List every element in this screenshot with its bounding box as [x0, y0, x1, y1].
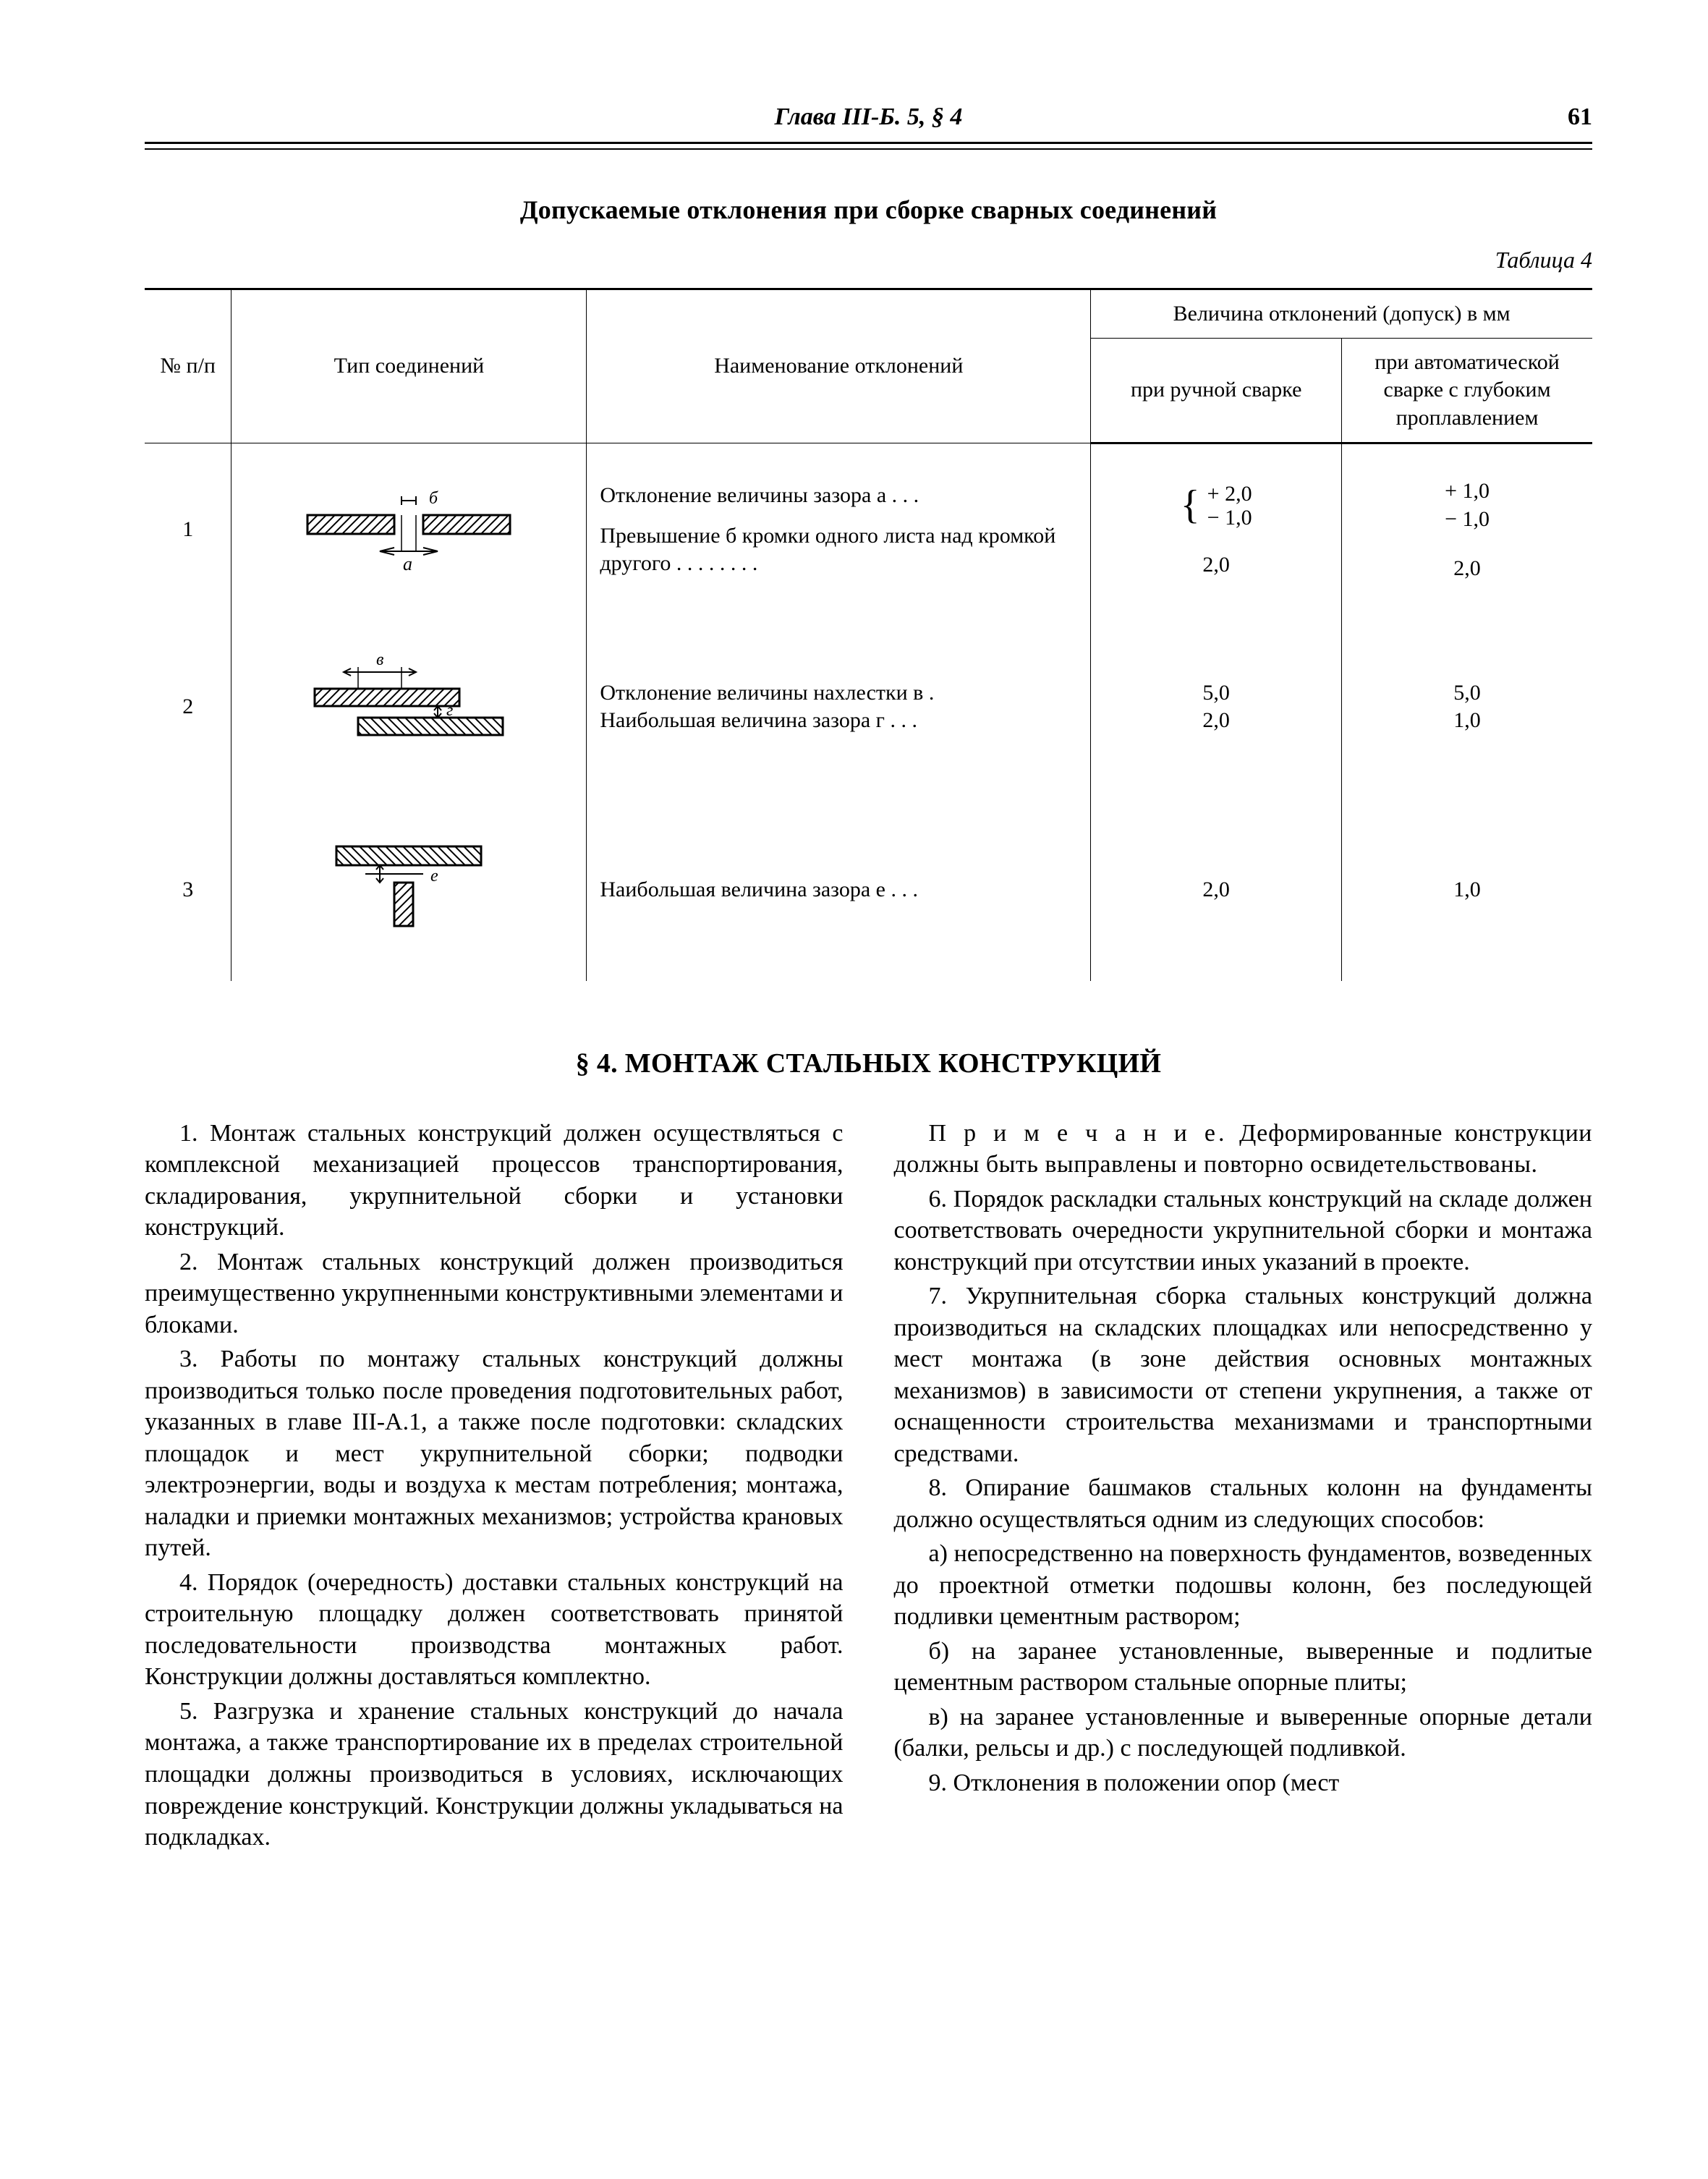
body-para: 4. Порядок (очередность) доставки стальн… [145, 1567, 844, 1693]
val: + 1,0 [1445, 477, 1490, 505]
svg-text:е: е [430, 867, 438, 885]
body-para: 2. Монтаж стальных конструкций должен пр… [145, 1246, 844, 1341]
cell-auto: 1,0 [1342, 799, 1592, 981]
running-head-center: Глава III-Б. 5, § 4 [289, 101, 1448, 133]
table-title: Допускаемые отклонения при сборке сварны… [145, 193, 1592, 226]
table-caption: Таблица 4 [145, 245, 1592, 275]
cell-auto: 5,0 1,0 [1342, 616, 1592, 798]
val: + 2,0 [1207, 482, 1252, 506]
cell-num: 2 [145, 616, 231, 798]
body-para: 5. Разгрузка и хранение стальных констру… [145, 1696, 844, 1853]
body-para: 9. Отклонения в положении опор (мест [894, 1767, 1593, 1799]
th-manual: при ручной сварке [1091, 338, 1342, 443]
val: 2,0 [1104, 876, 1328, 904]
body-para: в) на заранее установленные и выверенные… [894, 1702, 1593, 1764]
desc-line: Превышение б кромки одного листа над кро… [600, 522, 1077, 578]
running-head: Глава III-Б. 5, § 4 61 [145, 101, 1592, 144]
cell-figure: е [231, 799, 587, 981]
th-group: Величина отклонений (допуск) в мм [1091, 289, 1592, 338]
body-para: 6. Порядок раскладки стальных конструкци… [894, 1184, 1593, 1278]
svg-text:г: г [446, 701, 453, 720]
body-para: 8. Опирание башмаков стальных колонн на … [894, 1472, 1593, 1535]
table-row: 1 [145, 443, 1592, 616]
val: 1,0 [1355, 707, 1579, 734]
svg-text:а: а [403, 553, 412, 573]
page-number: 61 [1448, 101, 1592, 133]
table-row: 2 [145, 616, 1592, 798]
cell-auto: + 1,0 − 1,0 2,0 [1342, 443, 1592, 616]
body-note: П р и м е ч а н и е. Деформированные кон… [894, 1118, 1593, 1181]
cell-figure: в г [231, 616, 587, 798]
th-auto: при автоматической сварке с глубоким про… [1342, 338, 1592, 443]
body-para: 1. Монтаж стальных конструкций должен ос… [145, 1118, 844, 1244]
cell-manual: 5,0 2,0 [1091, 616, 1342, 798]
body-para: 7. Укрупнительная сборка стальных констр… [894, 1280, 1593, 1469]
cell-manual: 2,0 [1091, 799, 1342, 981]
brace-icon: { [1181, 493, 1200, 518]
val: 2,0 [1104, 551, 1328, 579]
table-row: 3 [145, 799, 1592, 981]
desc-line: Отклонение величины зазора а . . . [600, 482, 1077, 509]
cell-figure: б а [231, 443, 587, 616]
section-title: § 4. МОНТАЖ СТАЛЬНЫХ КОНСТРУКЦИЙ [145, 1046, 1592, 1082]
desc-line: Отклонение величины нахлестки в . [600, 679, 1077, 707]
svg-text:в: в [376, 650, 383, 669]
svg-text:б: б [429, 489, 438, 508]
tee-joint-icon: е [293, 832, 524, 948]
cell-manual: { + 2,0 − 1,0 2,0 [1091, 443, 1342, 616]
th-desc: Наименование отклонений [587, 289, 1091, 443]
val: 5,0 [1355, 679, 1579, 707]
body-para: 3. Работы по монтажу стальных конструкци… [145, 1343, 844, 1564]
val: 2,0 [1104, 707, 1328, 734]
butt-joint-icon: б а [293, 479, 524, 580]
body-para: б) на заранее установленные, выверенные … [894, 1636, 1593, 1699]
cell-num: 3 [145, 799, 231, 981]
desc-line: Наибольшая величина зазора е . . . [600, 876, 1077, 904]
th-num: № п/п [145, 289, 231, 443]
val: 5,0 [1104, 679, 1328, 707]
th-type: Тип соединений [231, 289, 587, 443]
val: 1,0 [1355, 876, 1579, 904]
body-para: а) непосредственно на поверхность фундам… [894, 1538, 1593, 1633]
deviations-table: № п/п Тип соединений Наименование отклон… [145, 288, 1592, 982]
cell-desc: Отклонение величины зазора а . . . Превы… [587, 443, 1091, 616]
lap-joint-icon: в г [293, 649, 524, 765]
note-label: П р и м е ч а н и е. [929, 1120, 1228, 1147]
val: − 1,0 [1207, 506, 1252, 530]
running-head-rule [145, 148, 1592, 150]
cell-num: 1 [145, 443, 231, 616]
val: − 1,0 [1445, 506, 1490, 533]
cell-desc: Наибольшая величина зазора е . . . [587, 799, 1091, 981]
desc-line: Наибольшая величина зазора г . . . [600, 707, 1077, 734]
body-columns: 1. Монтаж стальных конструкций должен ос… [145, 1118, 1592, 1853]
cell-desc: Отклонение величины нахлестки в . Наибол… [587, 616, 1091, 798]
val: 2,0 [1355, 555, 1579, 582]
